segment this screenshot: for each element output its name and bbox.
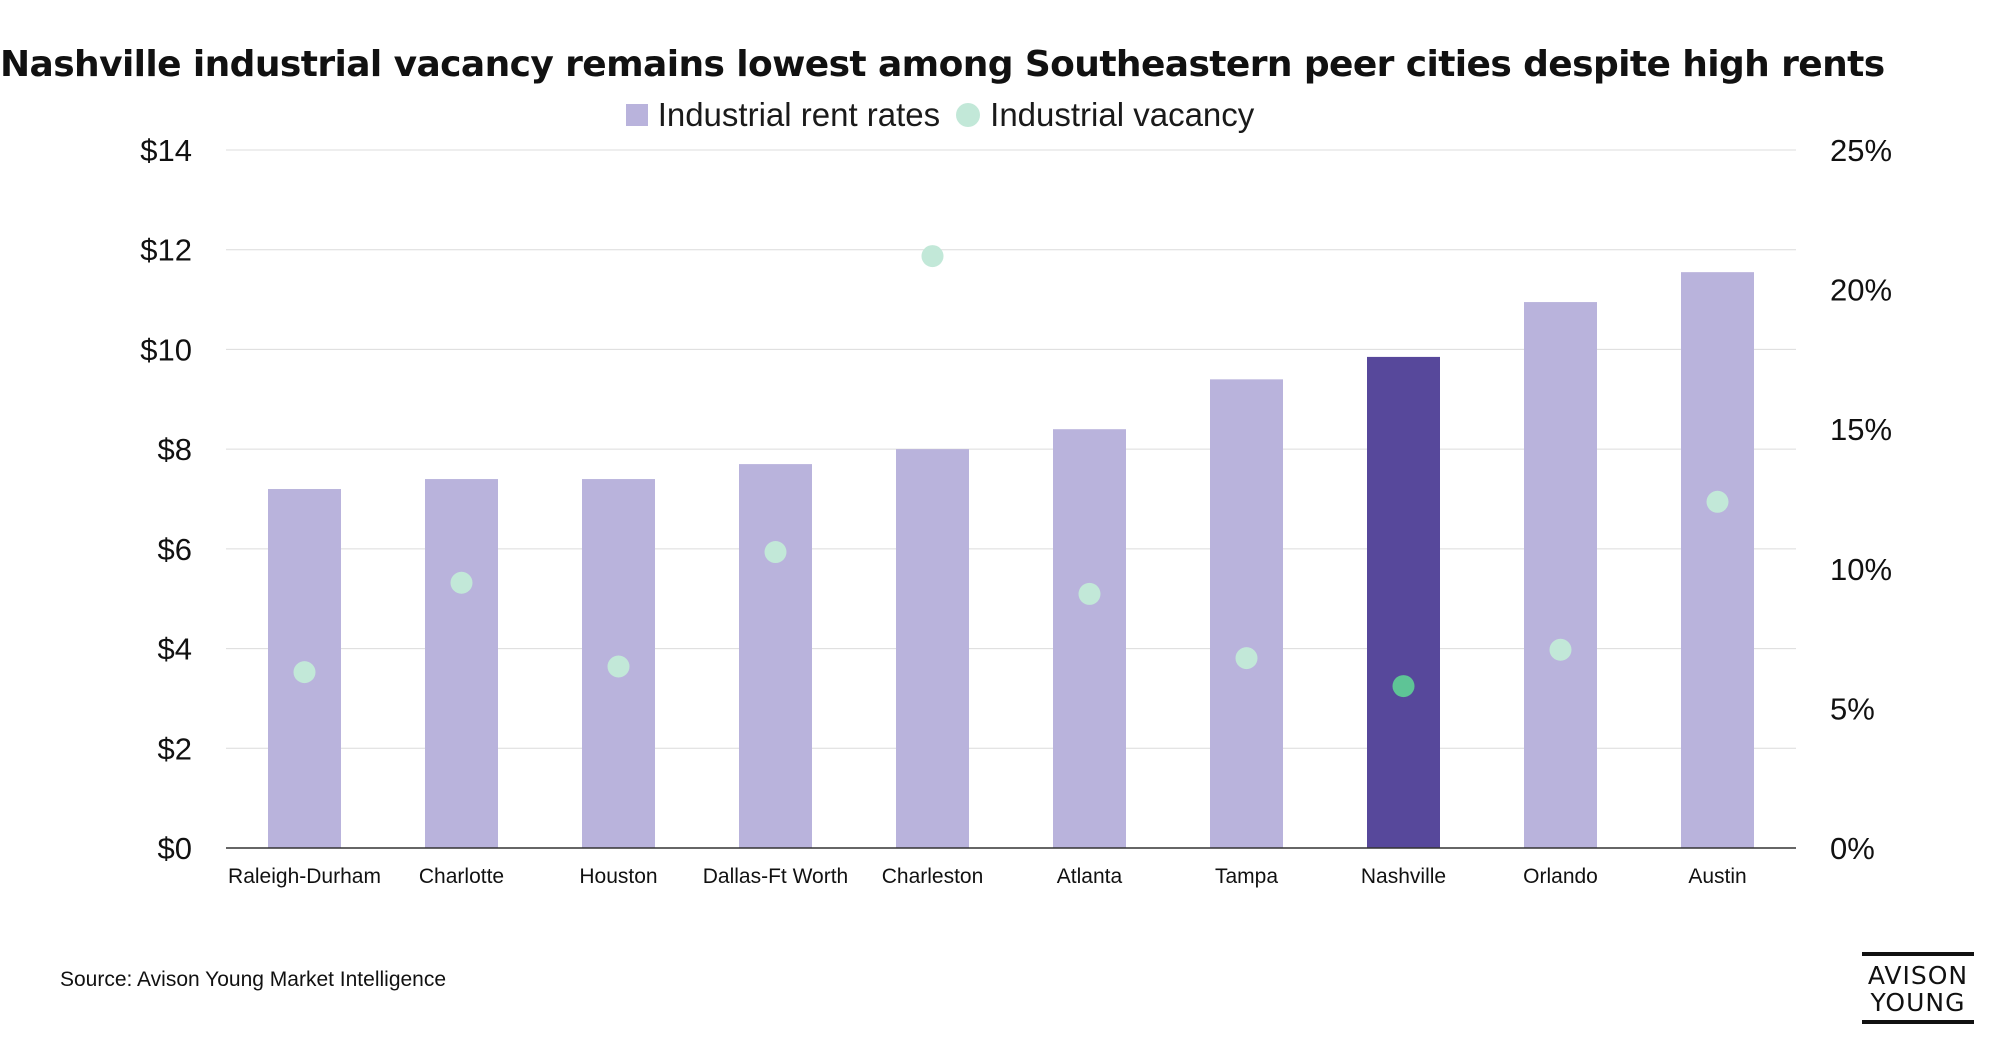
y-left-tick-label: $8 xyxy=(158,432,192,467)
legend-label-vacancy: Industrial vacancy xyxy=(990,96,1255,133)
bar-rent-charlotte xyxy=(425,479,498,848)
logo-line-2: YOUNG xyxy=(1870,988,1966,1017)
bar-rent-dallas-ft-worth xyxy=(739,464,812,848)
bar-rent-tampa xyxy=(1210,379,1283,848)
point-vacancy-tampa xyxy=(1235,647,1258,670)
point-vacancy-raleigh-durham xyxy=(293,661,316,684)
avison-young-logo: AVISON YOUNG xyxy=(1862,952,1974,1024)
legend-item-vacancy: Industrial vacancy xyxy=(956,96,1254,134)
legend-label-rent: Industrial rent rates xyxy=(657,96,941,133)
y-right-tick-label: 20% xyxy=(1830,273,1892,308)
point-vacancy-houston xyxy=(607,655,630,678)
chart-title: Nashville industrial vacancy remains low… xyxy=(0,44,1885,85)
legend-item-rent: Industrial rent rates xyxy=(625,96,941,134)
y-right-tick-label: 15% xyxy=(1830,412,1892,447)
x-tick-label: Austin xyxy=(1688,865,1746,888)
logo-line-1: AVISON xyxy=(1867,961,1969,990)
bar-rent-nashville xyxy=(1367,356,1440,848)
y-left-tick-label: $0 xyxy=(158,831,192,866)
bar-rent-orlando xyxy=(1524,302,1597,848)
y-left-tick-label: $4 xyxy=(158,632,192,667)
x-tick-label: Dallas-Ft Worth xyxy=(703,865,848,888)
point-vacancy-charlotte xyxy=(450,571,473,594)
point-vacancy-dallas-ft-worth xyxy=(764,541,787,564)
y-right-tick-label: 5% xyxy=(1830,691,1875,726)
point-vacancy-orlando xyxy=(1549,638,1572,661)
legend-swatch-vacancy xyxy=(956,103,981,127)
bar-rent-austin xyxy=(1681,272,1754,848)
chart-legend: Industrial rent rates Industrial vacancy xyxy=(0,96,1880,134)
x-tick-label: Tampa xyxy=(1215,865,1278,888)
y-right-tick-label: 10% xyxy=(1830,552,1892,587)
x-tick-label: Charleston xyxy=(882,865,984,888)
legend-swatch-rent xyxy=(625,104,648,126)
point-vacancy-atlanta xyxy=(1078,582,1101,605)
y-left-tick-label: $2 xyxy=(158,731,192,766)
bar-rent-atlanta xyxy=(1053,429,1126,848)
x-tick-label: Raleigh-Durham xyxy=(228,865,381,888)
x-tick-label: Nashville xyxy=(1361,865,1446,888)
point-vacancy-charleston xyxy=(921,245,944,268)
x-tick-label: Houston xyxy=(579,865,657,888)
y-left-tick-label: $6 xyxy=(158,532,192,567)
y-right-tick-label: 0% xyxy=(1830,831,1875,866)
point-vacancy-austin xyxy=(1706,490,1729,513)
source-note: Source: Avison Young Market Intelligence xyxy=(60,968,447,991)
x-tick-label: Orlando xyxy=(1523,865,1598,888)
x-tick-label: Atlanta xyxy=(1057,865,1123,888)
point-vacancy-nashville xyxy=(1392,675,1415,698)
x-tick-label: Charlotte xyxy=(419,865,504,888)
bar-rent-charleston xyxy=(896,449,969,848)
y-left-tick-label: $12 xyxy=(140,233,192,268)
y-left-tick-label: $14 xyxy=(140,133,192,168)
y-left-tick-label: $10 xyxy=(140,332,192,367)
y-right-tick-label: 25% xyxy=(1830,133,1892,168)
